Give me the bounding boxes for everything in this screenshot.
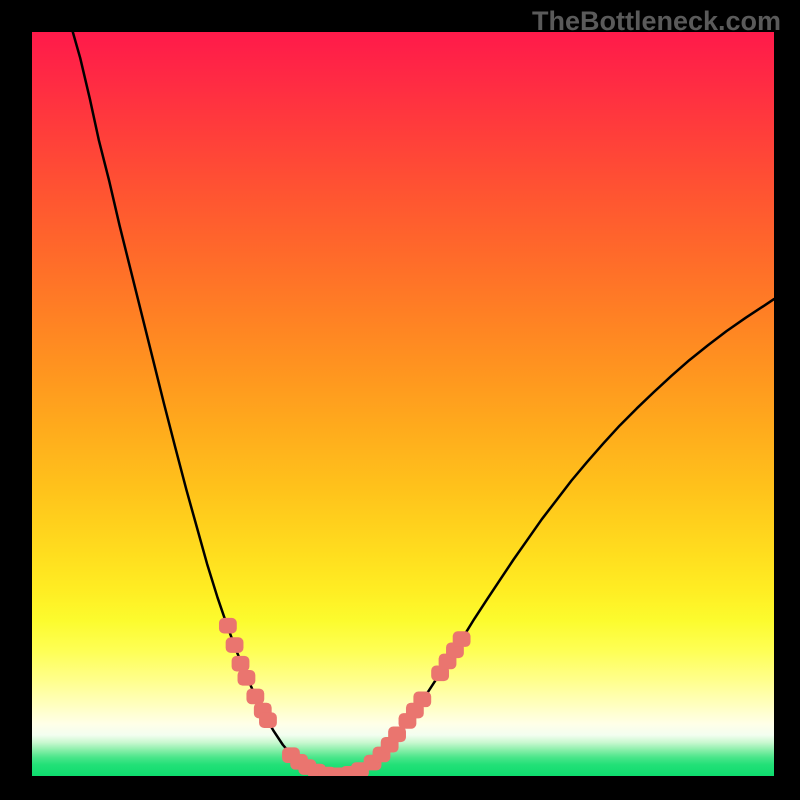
chart-container: TheBottleneck.com (0, 0, 800, 800)
plot-area (32, 32, 774, 776)
watermark-text: TheBottleneck.com (532, 6, 781, 37)
chart-svg (32, 32, 774, 776)
